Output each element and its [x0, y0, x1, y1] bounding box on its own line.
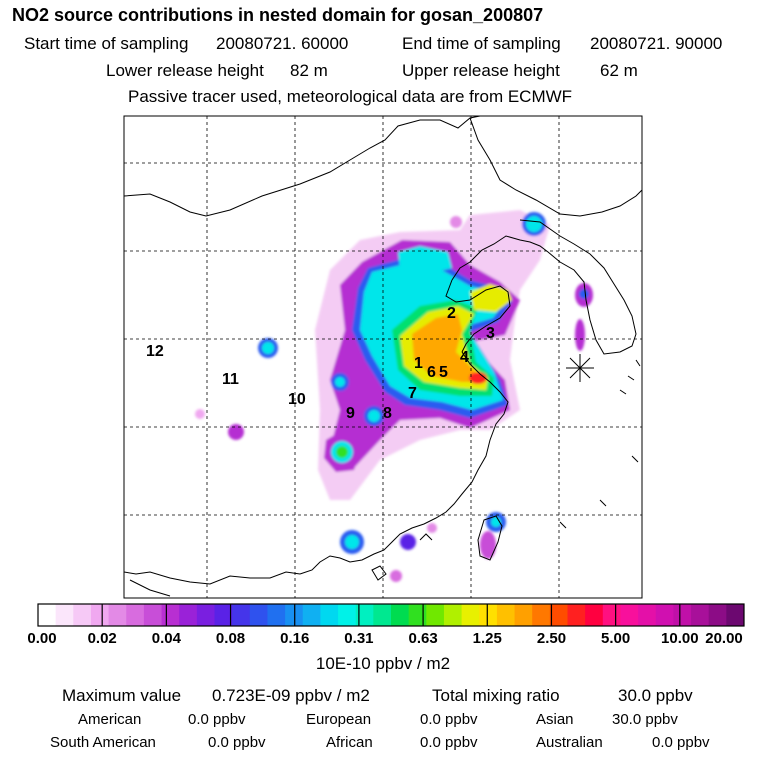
upper-release-value: 62 m [600, 61, 638, 80]
map-frame [123, 115, 643, 599]
region-australian-name: Australian [536, 734, 603, 751]
region-label-12: 12 [146, 343, 164, 360]
lower-release-label: Lower release height [106, 61, 264, 80]
coastlines [124, 116, 642, 597]
max-value: 0.723E-09 ppbv / m2 [212, 686, 370, 705]
colorbar-tick-label: 10.00 [661, 630, 699, 647]
region-asian-name: Asian [536, 711, 574, 728]
region-african-name: African [326, 734, 373, 751]
total-mixing-value: 30.0 ppbv [618, 686, 693, 705]
upper-release-label: Upper release height [402, 61, 560, 80]
colorbar-tick-label: 0.08 [215, 630, 246, 647]
region-label-5: 5 [439, 364, 448, 381]
region-label-9: 9 [346, 405, 355, 422]
region-american-value: 0.0 ppbv [188, 711, 246, 728]
region-label-4: 4 [460, 349, 469, 366]
plume-fields [195, 210, 593, 582]
colorbar-tick-label: 0.31 [344, 630, 374, 647]
colorbar-unit: 10E-10 ppbv / m2 [315, 654, 451, 673]
total-mixing-label: Total mixing ratio [432, 686, 560, 705]
region-south-american-name: South American [50, 734, 156, 751]
colorbar-tick-label: 0.02 [87, 630, 117, 647]
colorbar-tick-label: 0.00 [27, 630, 57, 647]
colorbar-tick-label: 2.50 [536, 630, 567, 647]
colorbar-tick-label: 0.04 [151, 630, 181, 647]
region-label-7: 7 [408, 385, 417, 402]
colorbar-tick-label: 0.16 [280, 630, 310, 647]
region-label-10: 10 [288, 391, 306, 408]
tracer-note: Passive tracer used, meteorological data… [128, 87, 573, 106]
max-value-label: Maximum value [62, 686, 182, 705]
colorbar-tick-label: 1.25 [472, 630, 502, 647]
region-asian-value: 30.0 ppbv [612, 711, 678, 728]
lower-release-value: 82 m [290, 61, 328, 80]
region-label-3: 3 [486, 325, 495, 342]
lat-lon-grid [124, 116, 642, 598]
colorbar-tick-label: 0.63 [408, 630, 438, 647]
region-label-2: 2 [447, 305, 456, 322]
receptor-marker [566, 354, 594, 382]
start-time-label: Start time of sampling [24, 34, 189, 53]
region-label-8: 8 [383, 405, 392, 422]
colorbar-tick-label: 5.00 [601, 630, 631, 647]
chart-title: NO2 source contributions in nested domai… [12, 5, 544, 25]
region-south-american-value: 0.0 ppbv [208, 734, 266, 751]
region-label-6: 6 [427, 364, 436, 381]
region-australian-value: 0.0 ppbv [652, 734, 710, 751]
end-time-value: 20080721. 90000 [590, 34, 723, 53]
region-european-value: 0.0 ppbv [420, 711, 478, 728]
region-label-1: 1 [414, 355, 423, 372]
region-label-11: 11 [222, 371, 239, 388]
region-european-name: European [306, 711, 372, 728]
end-time-label: End time of sampling [402, 34, 561, 53]
region-african-value: 0.0 ppbv [420, 734, 478, 751]
region-american-name: American [78, 711, 142, 728]
start-time-value: 20080721. 60000 [216, 34, 349, 53]
colorbar-tick-label: 20.00 [705, 630, 743, 647]
